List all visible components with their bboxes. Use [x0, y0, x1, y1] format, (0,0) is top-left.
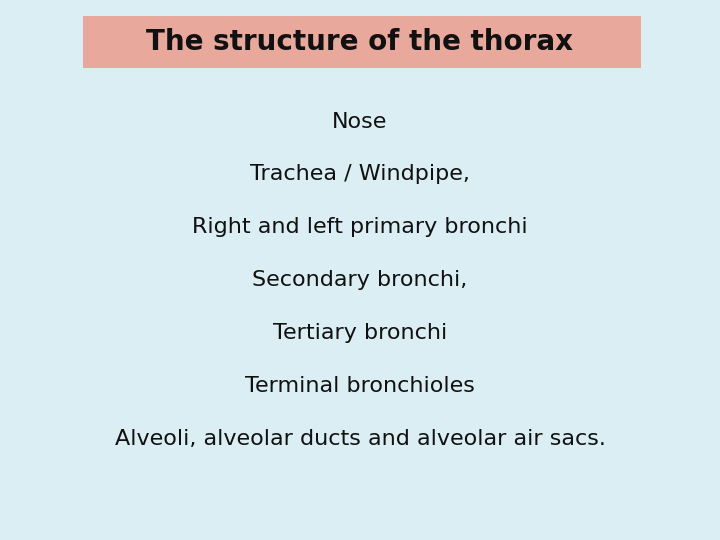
Text: Right and left primary bronchi: Right and left primary bronchi: [192, 217, 528, 238]
Text: Terminal bronchioles: Terminal bronchioles: [245, 376, 475, 396]
Text: Secondary bronchi,: Secondary bronchi,: [253, 270, 467, 291]
Text: Tertiary bronchi: Tertiary bronchi: [273, 323, 447, 343]
Text: Nose: Nose: [333, 111, 387, 132]
Text: Alveoli, alveolar ducts and alveolar air sacs.: Alveoli, alveolar ducts and alveolar air…: [114, 429, 606, 449]
Text: The structure of the thorax: The structure of the thorax: [146, 28, 574, 56]
FancyBboxPatch shape: [83, 16, 641, 68]
Text: Trachea / Windpipe,: Trachea / Windpipe,: [250, 164, 470, 185]
